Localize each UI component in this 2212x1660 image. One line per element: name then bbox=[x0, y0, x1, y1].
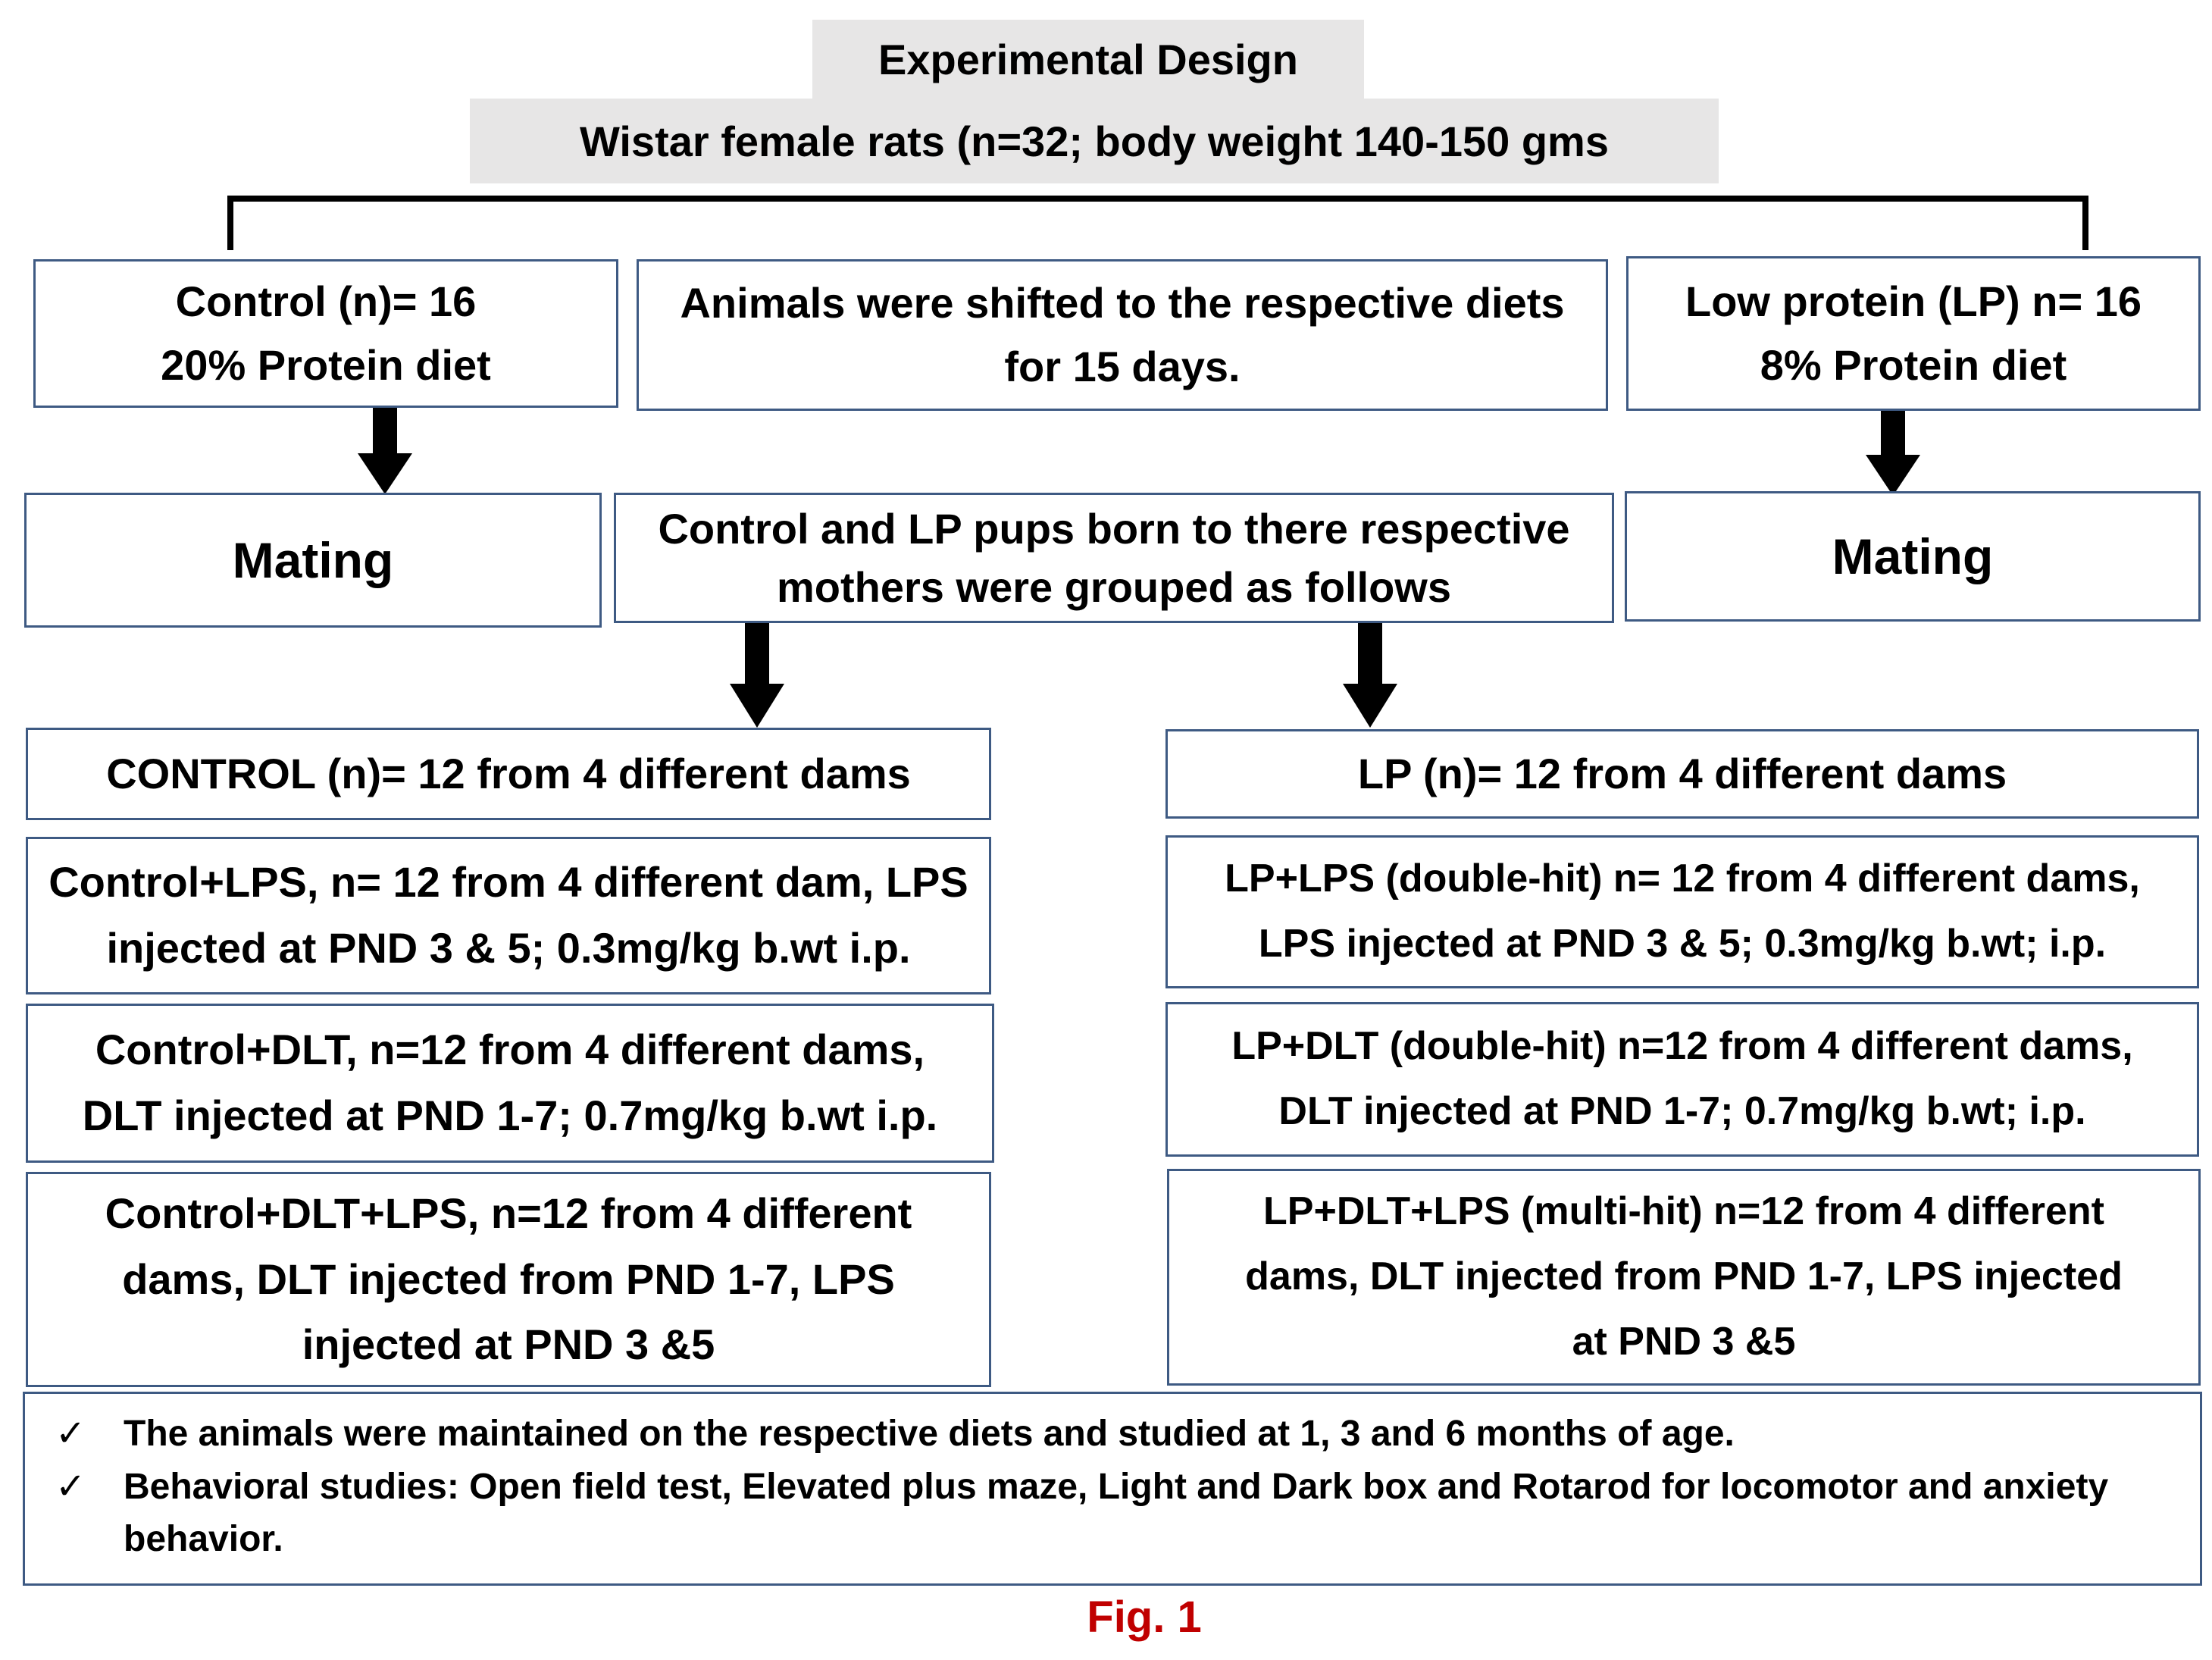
lp-dlt-lps-line3: at PND 3 &5 bbox=[1572, 1319, 1796, 1364]
control-group-line1: CONTROL (n)= 12 from 4 different dams bbox=[106, 750, 911, 797]
control-lps-group-box: Control+LPS, n= 12 from 4 different dam,… bbox=[26, 837, 991, 994]
lp-lps-line2: LPS injected at PND 3 & 5; 0.3mg/kg b.wt… bbox=[1258, 922, 2107, 966]
checkmark-icon: ✓ bbox=[55, 1466, 86, 1507]
control-diet-line2: 20% Protein diet bbox=[161, 341, 491, 389]
note-text: The animals were maintained on the respe… bbox=[124, 1414, 1735, 1454]
control-dlt-line1: Control+DLT, n=12 from 4 different dams, bbox=[95, 1026, 925, 1074]
diet-shift-line2: for 15 days. bbox=[1004, 343, 1241, 390]
top-bracket bbox=[227, 196, 2088, 250]
pups-grouping-line2: mothers were grouped as follows bbox=[777, 563, 1451, 611]
arrow-to-control-groups bbox=[730, 623, 784, 728]
control-diet-line1: Control (n)= 16 bbox=[175, 277, 477, 325]
lp-dlt-group-box: LP+DLT (double-hit) n=12 from 4 differen… bbox=[1165, 1002, 2199, 1157]
diet-shift-line1: Animals were shifted to the respective d… bbox=[680, 279, 1565, 327]
control-group-box: CONTROL (n)= 12 from 4 different dams bbox=[26, 728, 991, 820]
arrow-right-mating bbox=[1866, 409, 1920, 496]
pups-grouping-line1: Control and LP pups born to there respec… bbox=[658, 504, 1570, 553]
lp-group-box: LP (n)= 12 from 4 different dams bbox=[1165, 729, 2199, 819]
control-lps-line1: Control+LPS, n= 12 from 4 different dam,… bbox=[48, 858, 968, 907]
control-dlt-group-box: Control+DLT, n=12 from 4 different dams,… bbox=[26, 1004, 994, 1163]
note-item: ✓ Behavioral studies: Open field test, E… bbox=[55, 1461, 2170, 1566]
figure-caption: Fig. 1 bbox=[1087, 1593, 1202, 1642]
note-text: Behavioral studies: Open field test, Ele… bbox=[124, 1466, 2109, 1560]
lp-lps-line1: LP+LPS (double-hit) n= 12 from 4 differe… bbox=[1225, 857, 2140, 901]
lp-dlt-lps-line2: dams, DLT injected from PND 1-7, LPS inj… bbox=[1245, 1254, 2123, 1299]
lp-diet-line2: 8% Protein diet bbox=[1760, 341, 2067, 389]
control-dlt-lps-line2: dams, DLT injected from PND 1-7, LPS bbox=[122, 1254, 895, 1303]
diagram-title: Experimental Design bbox=[812, 20, 1364, 99]
control-dlt-lps-line3: injected at PND 3 &5 bbox=[302, 1320, 715, 1369]
diagram-subtitle: Wistar female rats (n=32; body weight 14… bbox=[470, 99, 1719, 183]
study-notes-box: ✓ The animals were maintained on the res… bbox=[23, 1392, 2202, 1586]
note-item: ✓ The animals were maintained on the res… bbox=[55, 1408, 2170, 1461]
control-dlt-lps-line1: Control+DLT+LPS, n=12 from 4 different bbox=[105, 1189, 912, 1237]
mating-left-box: Mating bbox=[24, 493, 602, 628]
checkmark-icon: ✓ bbox=[55, 1414, 86, 1454]
control-lps-line2: injected at PND 3 & 5; 0.3mg/kg b.wt i.p… bbox=[106, 924, 911, 972]
lp-dlt-lps-line1: LP+DLT+LPS (multi-hit) n=12 from 4 diffe… bbox=[1263, 1189, 2104, 1234]
lp-dlt-line2: DLT injected at PND 1-7; 0.7mg/kg b.wt; … bbox=[1278, 1089, 2086, 1133]
control-diet-box: Control (n)= 16 20% Protein diet bbox=[33, 259, 618, 408]
lp-diet-box: Low protein (LP) n= 16 8% Protein diet bbox=[1626, 256, 2201, 411]
mating-right-box: Mating bbox=[1625, 491, 2201, 622]
arrow-to-lp-groups bbox=[1343, 623, 1397, 728]
lp-lps-group-box: LP+LPS (double-hit) n= 12 from 4 differe… bbox=[1165, 835, 2199, 988]
pups-grouping-box: Control and LP pups born to there respec… bbox=[614, 493, 1614, 623]
control-dlt-lps-group-box: Control+DLT+LPS, n=12 from 4 different da… bbox=[26, 1172, 991, 1387]
lp-dlt-line1: LP+DLT (double-hit) n=12 from 4 differen… bbox=[1231, 1024, 2133, 1069]
lp-group-line1: LP (n)= 12 from 4 different dams bbox=[1357, 750, 2007, 797]
lp-diet-line1: Low protein (LP) n= 16 bbox=[1685, 277, 2142, 325]
diet-shift-box: Animals were shifted to the respective d… bbox=[637, 259, 1608, 411]
arrow-left-mating bbox=[358, 408, 412, 494]
control-dlt-line2: DLT injected at PND 1-7; 0.7mg/kg b.wt i… bbox=[82, 1092, 938, 1139]
lp-dlt-lps-group-box: LP+DLT+LPS (multi-hit) n=12 from 4 diffe… bbox=[1167, 1169, 2201, 1386]
